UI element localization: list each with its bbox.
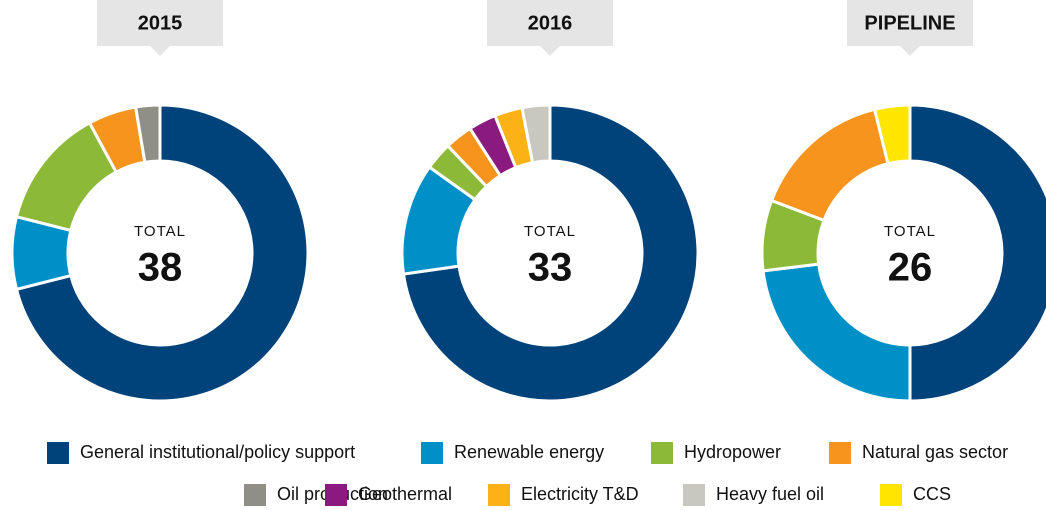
legend-swatch [325,484,347,506]
legend-label: Heavy fuel oil [716,484,824,504]
legend-swatch [47,442,69,464]
donut-slice [872,103,912,166]
legend-swatch [651,442,673,464]
donut-slice [133,103,162,164]
chart-title: 2016 [528,12,573,34]
legend-label: CCS [913,484,951,504]
total-value: 33 [528,246,573,290]
legend-swatch [683,484,705,506]
legend-swatch [421,442,443,464]
total-label: TOTAL [134,223,186,240]
title-pointer [540,46,560,56]
title-pointer [900,46,920,56]
legend-label: Renewable energy [454,442,604,462]
legend-label: Natural gas sector [862,442,1008,462]
legend-label: Electricity T&D [521,484,639,504]
chart-title: PIPELINE [864,12,955,34]
title-pointer [150,46,170,56]
donut-slice [769,107,890,223]
donut-slice [908,103,1046,403]
title-box [487,0,613,46]
legend-swatch [829,442,851,464]
total-value: 26 [888,246,933,290]
total-label: TOTAL [524,223,576,240]
donut-slice [520,103,552,165]
title-box [847,0,973,46]
legend-swatch [244,484,266,506]
total-label: TOTAL [884,223,936,240]
legend-label: General institutional/policy support [80,442,355,462]
legend-label: Geothermal [358,484,452,504]
legend-swatch [880,484,902,506]
donut-slice [761,262,912,403]
donut-slice [14,103,310,403]
legend-label: Hydropower [684,442,781,462]
chart-title: 2015 [138,12,183,34]
title-box [97,0,223,46]
total-value: 38 [138,246,183,290]
legend-swatch [488,484,510,506]
donut-slice [401,103,700,403]
